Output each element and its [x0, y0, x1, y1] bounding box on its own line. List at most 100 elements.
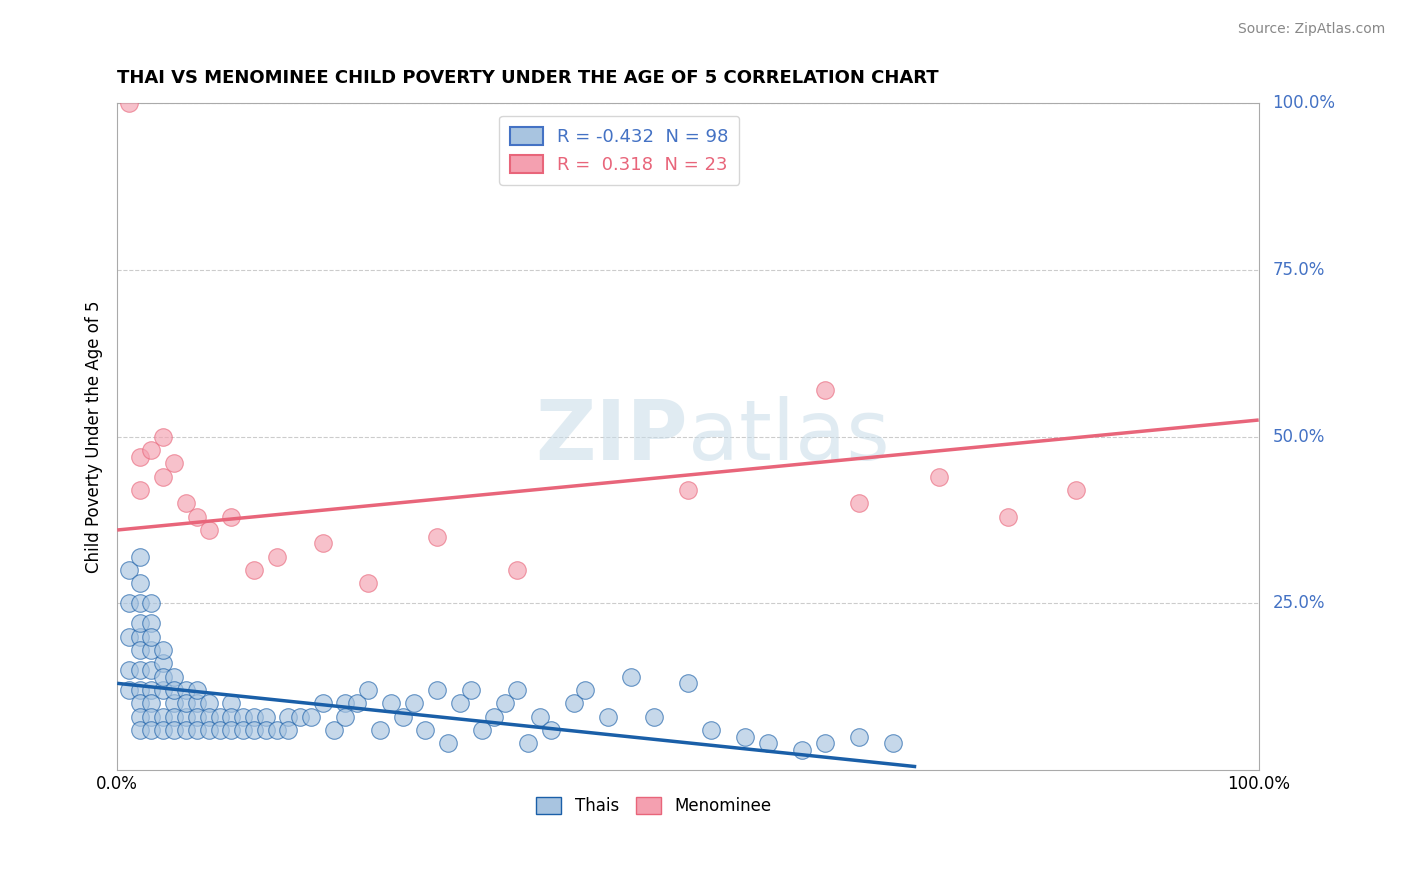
Point [221, 509, 243, 524]
Point [152, 723, 174, 737]
Text: 25.0%: 25.0% [1272, 594, 1324, 612]
Point [117, 563, 139, 577]
Point [129, 549, 152, 564]
Point [141, 643, 163, 657]
Point [174, 496, 197, 510]
Point [221, 709, 243, 723]
Point [208, 723, 231, 737]
Point [254, 709, 277, 723]
Point [186, 723, 208, 737]
Point [141, 630, 163, 644]
Point [163, 723, 186, 737]
Point [197, 523, 219, 537]
Point [790, 743, 813, 757]
Point [848, 496, 870, 510]
Point [415, 723, 437, 737]
Point [311, 536, 333, 550]
Point [380, 696, 402, 710]
Point [1064, 483, 1087, 497]
Point [323, 723, 346, 737]
Point [232, 723, 254, 737]
Point [471, 723, 494, 737]
Text: THAI VS MENOMINEE CHILD POVERTY UNDER THE AGE OF 5 CORRELATION CHART: THAI VS MENOMINEE CHILD POVERTY UNDER TH… [117, 69, 939, 87]
Point [254, 723, 277, 737]
Point [928, 469, 950, 483]
Text: atlas: atlas [688, 396, 890, 477]
Point [186, 696, 208, 710]
Point [676, 483, 699, 497]
Point [997, 509, 1019, 524]
Point [117, 596, 139, 610]
Point [346, 696, 368, 710]
Point [426, 530, 449, 544]
Point [357, 576, 380, 591]
Point [197, 696, 219, 710]
Point [129, 683, 152, 698]
Point [129, 696, 152, 710]
Point [449, 696, 471, 710]
Point [117, 683, 139, 698]
Point [676, 676, 699, 690]
Point [288, 709, 311, 723]
Point [756, 736, 779, 750]
Point [129, 723, 152, 737]
Point [129, 630, 152, 644]
Point [221, 723, 243, 737]
Point [141, 663, 163, 677]
Point [163, 696, 186, 710]
Point [129, 483, 152, 497]
Point [277, 709, 299, 723]
Text: ZIP: ZIP [536, 396, 688, 477]
Point [232, 709, 254, 723]
Point [141, 709, 163, 723]
Text: 100.0%: 100.0% [1272, 95, 1336, 112]
Point [197, 723, 219, 737]
Point [437, 736, 460, 750]
Point [506, 683, 529, 698]
Point [243, 723, 266, 737]
Point [506, 563, 529, 577]
Point [186, 509, 208, 524]
Point [117, 630, 139, 644]
Point [335, 709, 357, 723]
Point [152, 643, 174, 657]
Point [186, 683, 208, 698]
Point [574, 683, 596, 698]
Point [402, 696, 425, 710]
Point [129, 576, 152, 591]
Point [141, 596, 163, 610]
Point [357, 683, 380, 698]
Point [266, 549, 288, 564]
Point [882, 736, 904, 750]
Point [174, 683, 197, 698]
Legend: Thais, Menominee: Thais, Menominee [530, 790, 778, 822]
Point [562, 696, 585, 710]
Point [152, 657, 174, 671]
Point [517, 736, 540, 750]
Point [117, 663, 139, 677]
Point [129, 643, 152, 657]
Point [243, 563, 266, 577]
Point [814, 383, 837, 397]
Text: 75.0%: 75.0% [1272, 261, 1324, 279]
Point [494, 696, 516, 710]
Point [529, 709, 551, 723]
Point [482, 709, 505, 723]
Y-axis label: Child Poverty Under the Age of 5: Child Poverty Under the Age of 5 [86, 301, 103, 573]
Point [277, 723, 299, 737]
Point [129, 709, 152, 723]
Point [311, 696, 333, 710]
Point [426, 683, 449, 698]
Point [152, 683, 174, 698]
Point [540, 723, 562, 737]
Point [152, 430, 174, 444]
Point [141, 723, 163, 737]
Point [152, 709, 174, 723]
Point [197, 709, 219, 723]
Point [174, 723, 197, 737]
Point [152, 469, 174, 483]
Point [596, 709, 619, 723]
Point [141, 442, 163, 457]
Point [266, 723, 288, 737]
Point [620, 670, 643, 684]
